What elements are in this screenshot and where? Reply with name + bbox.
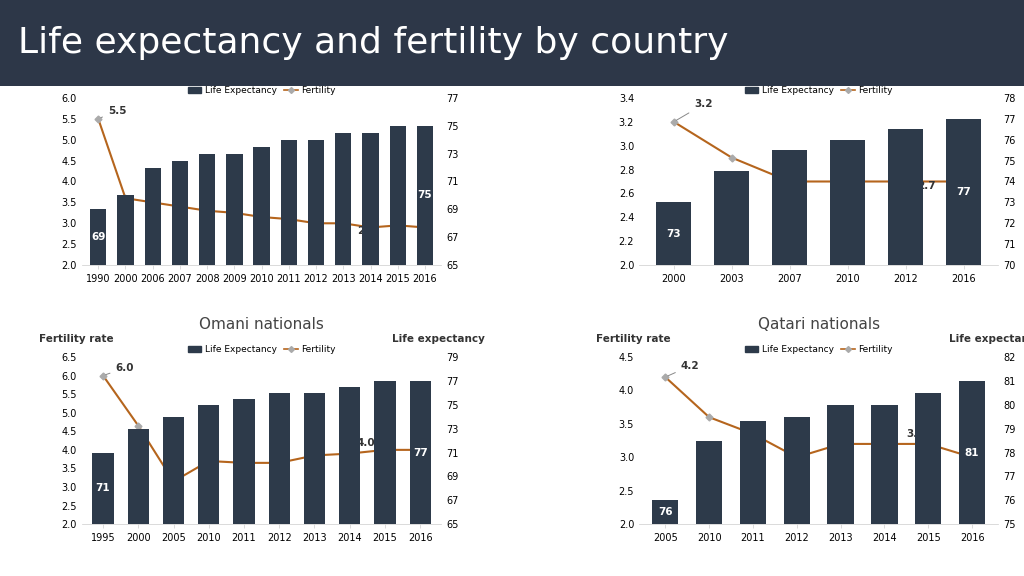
Bar (715, 171, 750, 576)
Text: 77: 77 (956, 187, 971, 197)
Bar (958, 381, 985, 576)
Text: Life expectancy: Life expectancy (391, 334, 484, 344)
Bar (389, 126, 406, 576)
Bar (118, 195, 134, 576)
Text: 71: 71 (96, 483, 111, 493)
Legend: Life Expectancy, Fertility: Life Expectancy, Fertility (741, 82, 896, 98)
Title: Omani nationals: Omani nationals (200, 317, 324, 332)
Bar (915, 393, 941, 576)
Bar (172, 161, 188, 576)
Bar (362, 132, 379, 576)
Text: 4.0: 4.0 (356, 438, 382, 449)
Text: 5.5: 5.5 (100, 106, 126, 118)
Bar (871, 405, 898, 576)
Text: 3.2: 3.2 (676, 100, 713, 120)
Bar (783, 416, 810, 576)
Text: 2.7: 2.7 (908, 181, 936, 191)
Bar (92, 453, 114, 576)
Text: Life expectancy: Life expectancy (948, 74, 1024, 85)
Bar (254, 147, 269, 576)
Title: Qatari nationals: Qatari nationals (758, 317, 880, 332)
Bar (888, 129, 923, 576)
Bar (656, 202, 691, 576)
Bar (308, 140, 325, 576)
Bar (772, 150, 807, 576)
Bar (946, 119, 981, 576)
Title: Saudi nationals: Saudi nationals (203, 58, 321, 73)
Bar (144, 168, 161, 576)
Text: 2.9: 2.9 (357, 226, 375, 236)
Text: 4.2: 4.2 (668, 361, 699, 376)
Title: Bahraini nationals: Bahraini nationals (750, 58, 888, 73)
Text: Life expectancy: Life expectancy (948, 334, 1024, 344)
Text: Life expectancy and fertility by country: Life expectancy and fertility by country (18, 26, 729, 60)
Bar (827, 405, 854, 576)
Bar (830, 140, 865, 576)
Text: 77: 77 (413, 448, 428, 457)
Legend: Life Expectancy, Fertility: Life Expectancy, Fertility (184, 342, 339, 358)
Bar (199, 154, 215, 576)
Bar (696, 441, 722, 576)
Text: Fertility rate: Fertility rate (596, 334, 671, 344)
Bar (90, 209, 106, 576)
Text: 3.0: 3.0 (906, 429, 929, 444)
Bar (652, 501, 679, 576)
Legend: Life Expectancy, Fertility: Life Expectancy, Fertility (184, 82, 339, 98)
Text: Fertility rate: Fertility rate (39, 334, 114, 344)
Bar (335, 132, 351, 576)
Text: 76: 76 (658, 507, 673, 517)
Text: 6.0: 6.0 (105, 363, 134, 374)
Bar (417, 126, 433, 576)
Text: Life expectancy: Life expectancy (391, 74, 484, 85)
Legend: Life Expectancy, Fertility: Life Expectancy, Fertility (741, 342, 896, 358)
Bar (339, 387, 360, 576)
Text: 73: 73 (667, 229, 681, 238)
Text: Fertility rate: Fertility rate (596, 74, 671, 85)
Bar (375, 381, 395, 576)
Bar (163, 416, 184, 576)
Bar (410, 381, 431, 576)
Text: 75: 75 (418, 191, 432, 200)
Bar (304, 393, 325, 576)
Bar (268, 393, 290, 576)
Bar (199, 405, 219, 576)
Bar (281, 140, 297, 576)
Text: 69: 69 (91, 232, 105, 242)
Text: 81: 81 (965, 448, 979, 457)
Text: Fertility rate: Fertility rate (39, 74, 114, 85)
Bar (739, 422, 766, 576)
Bar (128, 429, 148, 576)
Bar (226, 154, 243, 576)
Bar (233, 399, 255, 576)
